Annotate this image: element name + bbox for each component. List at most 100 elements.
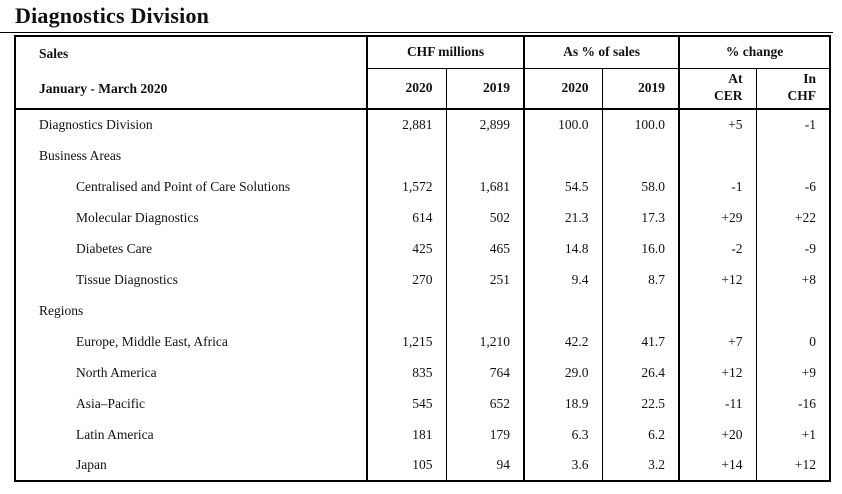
cell-pct-2020	[523, 140, 603, 171]
cell-pct-2020: 14.8	[523, 233, 603, 264]
sales-period-cell: Sales January - March 2020	[15, 36, 367, 110]
table-row: Japan 105 94 3.6 3.2 +14 +12	[15, 450, 831, 481]
table-row: Asia–Pacific 545 652 18.9 22.5 -11 -16	[15, 388, 831, 419]
cell-pct-2020: 54.5	[523, 171, 603, 202]
table-body: Diagnostics Division 2,881 2,899 100.0 1…	[15, 109, 831, 481]
table-row: Tissue Diagnostics 270 251 9.4 8.7 +12 +…	[15, 264, 831, 295]
cell-pct-2019	[601, 295, 680, 326]
cell-change-in-chf	[755, 295, 831, 326]
sales-table: Sales January - March 2020 CHF millions …	[14, 35, 832, 482]
cell-pct-2020: 29.0	[523, 357, 603, 388]
col-pct-2020: 2020	[523, 68, 603, 110]
cell-chf-2019: 179	[445, 419, 525, 450]
table-row: Centralised and Point of Care Solutions …	[15, 171, 831, 202]
row-label: Molecular Diagnostics	[76, 209, 199, 225]
cell-pct-2020: 18.9	[523, 388, 603, 419]
cell-change-in-chf: -16	[755, 388, 831, 419]
header-group-row: Sales January - March 2020 CHF millions …	[15, 36, 831, 110]
cell-change-in-chf: +1	[755, 419, 831, 450]
cell-pct-2019: 100.0	[601, 109, 680, 140]
cell-change-at-cer: +5	[678, 109, 757, 140]
col-pct-2019: 2019	[601, 68, 680, 110]
cell-chf-2019	[445, 140, 525, 171]
cell-pct-2019: 41.7	[601, 326, 680, 357]
cell-change-at-cer: +12	[678, 357, 757, 388]
cell-change-in-chf: -9	[755, 233, 831, 264]
cell-pct-2019	[601, 140, 680, 171]
col-at-cer: At CER	[678, 68, 757, 110]
table-header: Sales January - March 2020 CHF millions …	[15, 36, 831, 110]
cell-chf-2020: 181	[366, 419, 446, 450]
cell-pct-2019: 6.2	[601, 419, 680, 450]
cell-chf-2020: 1,215	[366, 326, 446, 357]
row-label: Asia–Pacific	[76, 395, 145, 411]
cell-pct-2020: 9.4	[523, 264, 603, 295]
cell-change-at-cer: +7	[678, 326, 757, 357]
row-label: Diagnostics Division	[39, 117, 153, 132]
cell-chf-2019	[445, 295, 525, 326]
cell-pct-2020	[523, 295, 603, 326]
cell-chf-2020	[366, 140, 446, 171]
cell-pct-2019: 26.4	[601, 357, 680, 388]
table-row: Diabetes Care 425 465 14.8 16.0 -2 -9	[15, 233, 831, 264]
cell-chf-2019: 1,681	[445, 171, 525, 202]
table-row: Europe, Middle East, Africa 1,215 1,210 …	[15, 326, 831, 357]
row-label: Diabetes Care	[76, 240, 153, 256]
cell-pct-2019: 58.0	[601, 171, 680, 202]
cell-change-at-cer: +20	[678, 419, 757, 450]
cell-pct-2019: 17.3	[601, 202, 680, 233]
cell-chf-2019: 2,899	[445, 109, 525, 140]
row-label: Centralised and Point of Care Solutions	[76, 178, 291, 194]
title-block: Diagnostics Division	[0, 0, 833, 33]
page-title: Diagnostics Division	[15, 3, 210, 28]
cell-pct-2020: 42.2	[523, 326, 603, 357]
cell-change-at-cer: -2	[678, 233, 757, 264]
cell-change-at-cer	[678, 140, 757, 171]
cell-change-at-cer: +29	[678, 202, 757, 233]
cell-chf-2019: 1,210	[445, 326, 525, 357]
cell-change-at-cer	[678, 295, 757, 326]
cell-pct-2019: 16.0	[601, 233, 680, 264]
row-label: North America	[76, 364, 157, 380]
cell-change-in-chf: -1	[755, 109, 831, 140]
group-as-pct-of-sales: As % of sales	[523, 36, 680, 69]
header-subhead-row: 2020 2019 2020 2019 At CER In CHF	[15, 68, 831, 110]
cell-pct-2020: 3.6	[523, 450, 603, 481]
table-row: North America 835 764 29.0 26.4 +12 +9	[15, 357, 831, 388]
cell-chf-2020: 2,881	[366, 109, 446, 140]
cell-pct-2020: 21.3	[523, 202, 603, 233]
row-label: Tissue Diagnostics	[76, 271, 178, 287]
cell-chf-2020: 614	[366, 202, 446, 233]
group-pct-change: % change	[678, 36, 831, 69]
col-chf-2020: 2020	[366, 68, 446, 110]
cell-change-in-chf: 0	[755, 326, 831, 357]
table-row: Molecular Diagnostics 614 502 21.3 17.3 …	[15, 202, 831, 233]
cell-chf-2019: 652	[445, 388, 525, 419]
sales-label: Sales	[39, 46, 69, 61]
cell-pct-2019: 3.2	[601, 450, 680, 481]
cell-chf-2019: 502	[445, 202, 525, 233]
cell-chf-2020	[366, 295, 446, 326]
cell-change-in-chf	[755, 140, 831, 171]
col-chf-2019: 2019	[445, 68, 525, 110]
row-label: Europe, Middle East, Africa	[76, 333, 228, 349]
row-label: Business Areas	[39, 147, 122, 163]
cell-change-in-chf: +9	[755, 357, 831, 388]
table-row: Regions	[15, 295, 831, 326]
cell-change-at-cer: -1	[678, 171, 757, 202]
cell-pct-2020: 100.0	[523, 109, 603, 140]
period-label: January - March 2020	[39, 81, 168, 96]
cell-change-in-chf: +22	[755, 202, 831, 233]
col-in-chf: In CHF	[755, 68, 831, 110]
cell-change-in-chf: +12	[755, 450, 831, 481]
cell-chf-2019: 465	[445, 233, 525, 264]
table-row: Diagnostics Division 2,881 2,899 100.0 1…	[15, 109, 831, 140]
cell-pct-2019: 8.7	[601, 264, 680, 295]
cell-chf-2020: 835	[366, 357, 446, 388]
cell-chf-2020: 105	[366, 450, 446, 481]
table-row: Business Areas	[15, 140, 831, 171]
cell-change-at-cer: +14	[678, 450, 757, 481]
cell-chf-2020: 545	[366, 388, 446, 419]
cell-chf-2020: 270	[366, 264, 446, 295]
